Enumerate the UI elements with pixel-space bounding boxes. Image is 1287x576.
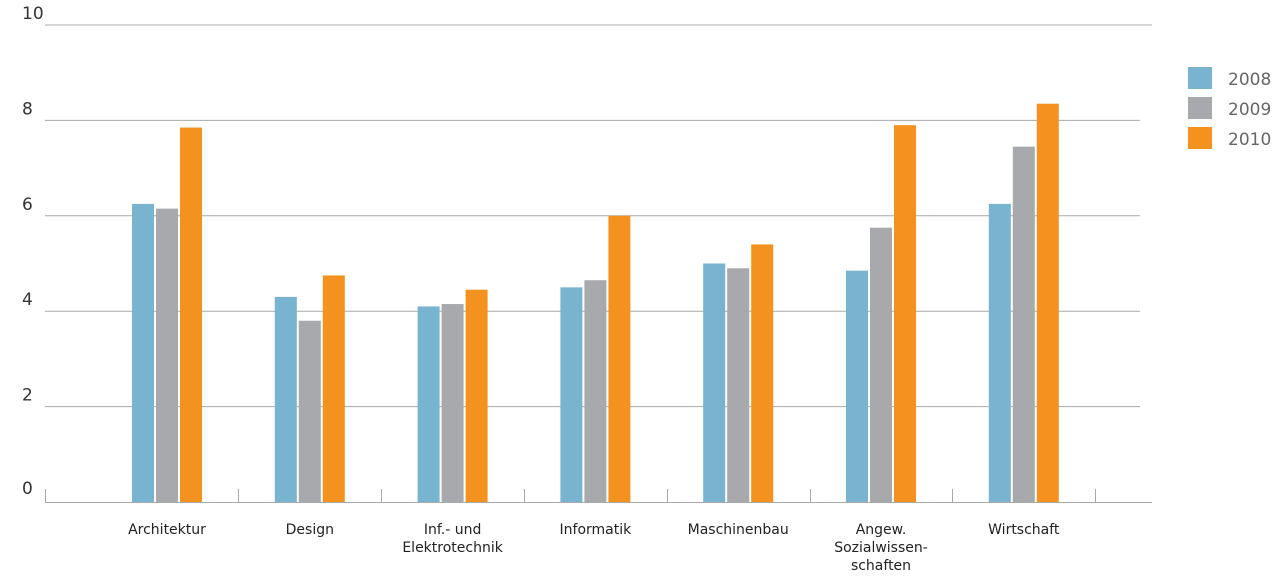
bar-2009 <box>156 208 178 502</box>
x-axis <box>45 489 1152 503</box>
legend-label: 2008 <box>1228 70 1271 90</box>
category-label: Wirtschaft <box>988 522 1060 538</box>
category-label: Informatik <box>560 522 633 538</box>
bar-2008 <box>988 203 1011 502</box>
bar-2008 <box>846 270 868 502</box>
legend: 2008 2009 2010 <box>1188 67 1271 150</box>
legend-swatch-2009 <box>1188 97 1212 119</box>
bar-2009 <box>727 268 750 502</box>
category-labels: Architektur Design Inf.- und Elektrotechnik… <box>128 522 1060 574</box>
grid-lines <box>45 24 1152 408</box>
bar-2008 <box>703 263 726 502</box>
legend-label: 2010 <box>1228 130 1271 150</box>
y-tick-label: 6 <box>22 195 33 215</box>
bar-2009 <box>584 280 607 502</box>
bar-2010 <box>894 125 916 503</box>
bar-2008 <box>417 306 440 502</box>
legend-label: 2009 <box>1228 100 1271 120</box>
bar-2010 <box>608 215 631 503</box>
legend-swatch-2010 <box>1188 127 1212 149</box>
legend-swatch-2008 <box>1188 67 1212 89</box>
bar-2010 <box>751 244 774 503</box>
category-label: Architektur <box>128 522 206 538</box>
bar-2009 <box>441 304 464 502</box>
bar-2010 <box>1036 103 1059 502</box>
bar-2008 <box>274 296 297 502</box>
y-tick-labels: 0 2 4 6 8 10 <box>22 4 44 499</box>
bar-2010 <box>465 289 488 502</box>
y-tick-label: 4 <box>22 290 33 310</box>
bars <box>132 103 1059 503</box>
y-tick-label: 10 <box>22 4 44 24</box>
bar-2009 <box>870 227 892 502</box>
bar-2010 <box>180 127 202 503</box>
y-tick-label: 0 <box>22 479 33 499</box>
bar-2009 <box>1012 146 1035 502</box>
bar-2008 <box>132 203 154 502</box>
bar-2008 <box>560 287 583 502</box>
y-tick-label: 8 <box>22 99 33 119</box>
category-label: Angew. Sozialwissen-schaften <box>834 522 928 574</box>
category-label: Maschinenbau <box>688 522 789 538</box>
bar-2010 <box>322 275 345 502</box>
category-label: Inf.- und Elektrotechnik <box>402 522 503 556</box>
y-tick-label: 2 <box>22 386 33 406</box>
category-label: Design <box>286 522 334 538</box>
bar-2009 <box>298 320 321 502</box>
